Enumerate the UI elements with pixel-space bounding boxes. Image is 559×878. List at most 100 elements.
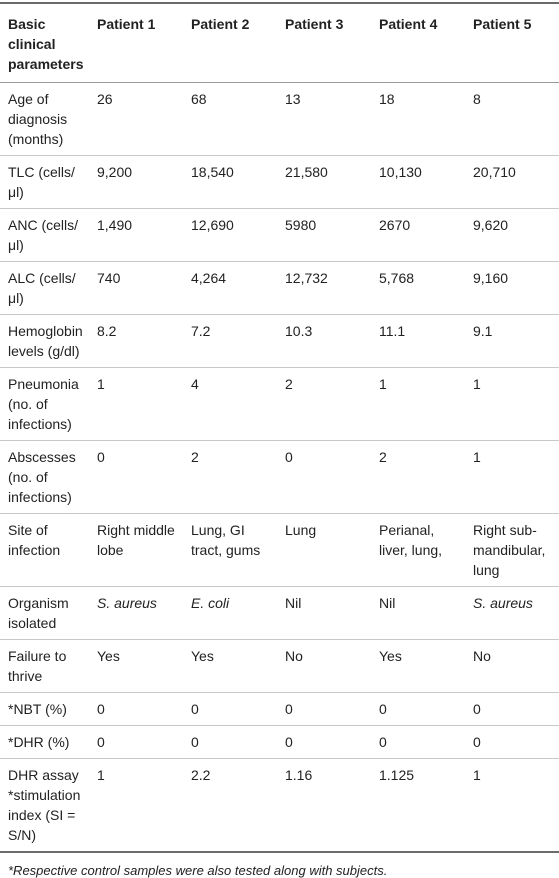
header-cell: Basic clinical parameters [8, 16, 84, 72]
header-cell: Patient 4 [379, 16, 438, 32]
table-cell: 26 [97, 91, 113, 107]
header-cell: Patient 2 [191, 16, 250, 32]
table-cell: 2 [379, 449, 387, 465]
table-row: Age of diagnosis (months) 26 68 13 18 8 [0, 83, 559, 156]
table-cell: 21,580 [285, 164, 328, 180]
table-cell: 12,690 [191, 217, 234, 233]
table-cell: 2 [285, 376, 293, 392]
table-cell: 1,490 [97, 217, 133, 233]
table-cell: 2670 [379, 217, 411, 233]
table-row: ALC (cells/μl) 740 4,264 12,732 5,768 9,160 [0, 262, 559, 315]
table-cell: 5,768 [379, 270, 415, 286]
table-cell: 0 [379, 701, 387, 717]
table-cell: 1.125 [379, 767, 415, 783]
table-cell: Nil [379, 595, 396, 611]
table-cell: 9.1 [473, 323, 493, 339]
table-cell: 1 [473, 767, 481, 783]
header-cell: Patient 5 [473, 16, 532, 32]
table-cell: 1 [473, 376, 481, 392]
table-cell: 0 [473, 734, 481, 750]
table-cell: Nil [285, 595, 302, 611]
row-label: Abscesses (no. of infections) [8, 449, 76, 505]
table-cell: Perianal, liver, lung, [379, 522, 443, 558]
table-cell: Lung [285, 522, 317, 538]
table-cell: 9,160 [473, 270, 509, 286]
table-cell: Lung, GI tract, gums [191, 522, 261, 558]
row-label: ALC (cells/μl) [8, 270, 76, 306]
table-cell: 1 [97, 767, 105, 783]
table-cell: 1 [97, 376, 105, 392]
table-cell: 68 [191, 91, 207, 107]
table-cell: 10,130 [379, 164, 422, 180]
table-cell: 0 [191, 734, 199, 750]
clinical-table: Basic clinical parameters Patient 1 Patien… [0, 2, 559, 853]
table-cell: No [285, 648, 303, 664]
table-header: Basic clinical parameters Patient 1 Patien… [0, 3, 559, 83]
table-row: *NBT (%) 0 0 0 0 0 [0, 693, 559, 726]
row-label: Hemoglobin levels (g/dl) [8, 323, 83, 359]
table-cell: 2 [191, 449, 199, 465]
header-cell: Patient 1 [97, 16, 156, 32]
table-cell: 8.2 [97, 323, 117, 339]
footnote: *Respective control samples were also te… [8, 863, 388, 878]
header-cell: Patient 3 [285, 16, 344, 32]
table-cell: 0 [97, 701, 105, 717]
table-cell: 11.1 [379, 323, 406, 339]
table-cell: 0 [379, 734, 387, 750]
table-row: Organism isolated S. aureus E. coli Nil Nil S… [0, 587, 559, 640]
table-row: Hemoglobin levels (g/dl) 8.2 7.2 10.3 11.1 9.… [0, 315, 559, 368]
table-cell: 12,732 [285, 270, 328, 286]
table-cell: Right middle lobe [97, 522, 175, 558]
table-cell: 13 [285, 91, 301, 107]
table-cell: 7.2 [191, 323, 211, 339]
table-cell: 18,540 [191, 164, 234, 180]
table-cell: No [473, 648, 491, 664]
table-cell: Yes [191, 648, 214, 664]
table-cell: S. aureus [473, 595, 533, 611]
table-row: Abscesses (no. of infections) 0 2 0 2 1 [0, 441, 559, 514]
table-cell: 5980 [285, 217, 317, 233]
table-cell: 0 [473, 701, 481, 717]
table-cell: 1 [379, 376, 387, 392]
row-label: Age of diagnosis (months) [8, 91, 68, 147]
table-cell: 0 [97, 449, 105, 465]
row-label: Organism isolated [8, 595, 69, 631]
table-body: Age of diagnosis (months) 26 68 13 18 8 TLC (c… [0, 83, 559, 852]
table-cell: 4,264 [191, 270, 227, 286]
row-label: Failure to thrive [8, 648, 67, 684]
table-row: Pneumonia (no. of infections) 1 4 2 1 1 [0, 368, 559, 441]
table-cell: 740 [97, 270, 121, 286]
row-label: DHR assay *stimulation index (SI = S/N) [8, 767, 81, 843]
table-row: TLC (cells/μl) 9,200 18,540 21,580 10,130 20,… [0, 156, 559, 209]
table-cell: Right sub-mandibular, lung [473, 522, 546, 578]
table-cell: Yes [379, 648, 402, 664]
table-cell: 0 [97, 734, 105, 750]
table-cell: 4 [191, 376, 199, 392]
row-label: ANC (cells/μl) [8, 217, 79, 253]
table-row: Site of infection Right middle lobe Lung, … [0, 514, 559, 587]
table-cell: 0 [285, 734, 293, 750]
table-cell: 0 [191, 701, 199, 717]
row-label: *NBT (%) [8, 701, 67, 717]
table-cell: E. coli [191, 595, 230, 611]
table-row: ANC (cells/μl) 1,490 12,690 5980 2670 9,620 [0, 209, 559, 262]
table-cell: 2.2 [191, 767, 211, 783]
row-label: Site of infection [8, 522, 61, 558]
table-cell: 9,620 [473, 217, 509, 233]
table-cell: 1 [473, 449, 481, 465]
header-row: Basic clinical parameters Patient 1 Patien… [0, 3, 559, 83]
table-row: Failure to thrive Yes Yes No Yes No [0, 640, 559, 693]
table-cell: 9,200 [97, 164, 133, 180]
table-cell: 10.3 [285, 323, 313, 339]
table-cell: Yes [97, 648, 120, 664]
table-cell: 0 [285, 449, 293, 465]
table-cell: S. aureus [97, 595, 157, 611]
table-row: *DHR (%) 0 0 0 0 0 [0, 726, 559, 759]
table-cell: 1.16 [285, 767, 313, 783]
row-label: *DHR (%) [8, 734, 70, 750]
table-cell: 20,710 [473, 164, 516, 180]
table-cell: 0 [285, 701, 293, 717]
row-label: Pneumonia (no. of infections) [8, 376, 79, 432]
row-label: TLC (cells/μl) [8, 164, 75, 200]
